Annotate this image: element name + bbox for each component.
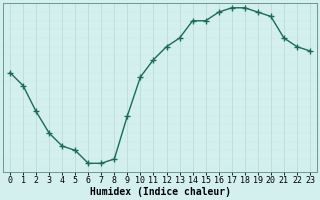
X-axis label: Humidex (Indice chaleur): Humidex (Indice chaleur) — [90, 186, 230, 197]
